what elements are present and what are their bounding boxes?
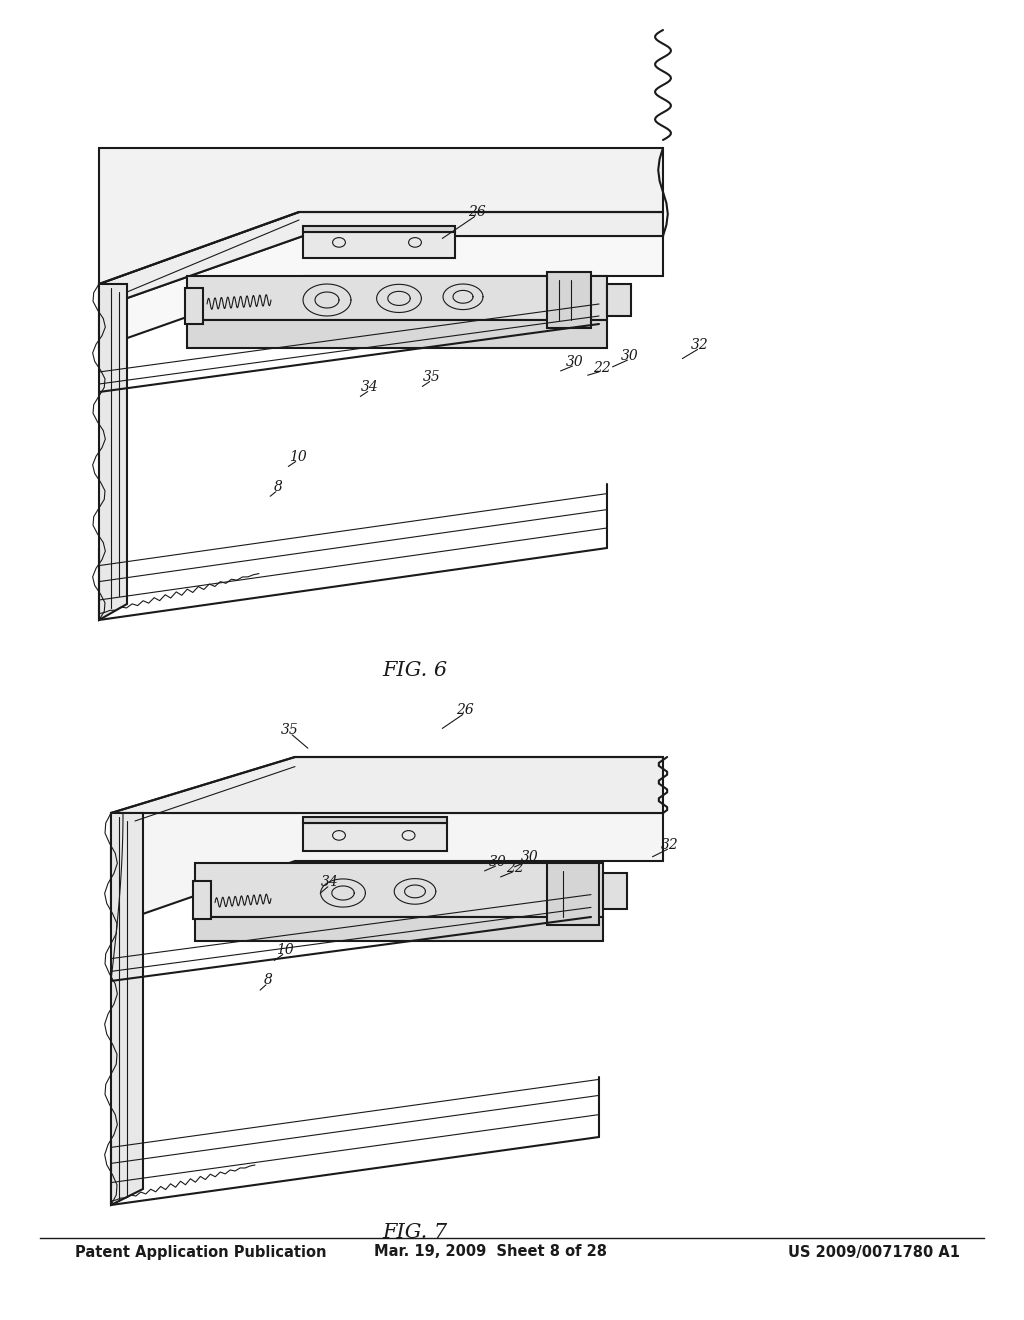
Polygon shape (303, 817, 447, 822)
Polygon shape (187, 319, 607, 348)
Text: 30: 30 (521, 850, 539, 865)
Text: 32: 32 (691, 338, 709, 352)
Polygon shape (111, 813, 143, 1205)
Text: 30: 30 (489, 855, 507, 869)
Text: FIG. 6: FIG. 6 (382, 660, 447, 680)
Text: 35: 35 (423, 370, 441, 384)
Polygon shape (193, 880, 211, 919)
Text: 8: 8 (263, 973, 272, 987)
Polygon shape (195, 862, 603, 917)
Polygon shape (99, 213, 663, 308)
Text: FIG. 7: FIG. 7 (382, 1222, 447, 1242)
Polygon shape (547, 862, 599, 925)
Polygon shape (111, 756, 663, 813)
Text: 30: 30 (622, 348, 639, 363)
Polygon shape (111, 813, 663, 925)
Polygon shape (303, 232, 455, 259)
Text: US 2009/0071780 A1: US 2009/0071780 A1 (788, 1245, 961, 1259)
Text: 34: 34 (361, 380, 379, 393)
Polygon shape (99, 236, 663, 348)
Text: 22: 22 (506, 861, 524, 875)
Polygon shape (303, 822, 447, 851)
Polygon shape (99, 284, 127, 620)
Text: 10: 10 (276, 942, 294, 957)
Text: 30: 30 (566, 355, 584, 370)
Text: 22: 22 (593, 360, 611, 375)
Text: 34: 34 (322, 875, 339, 888)
Polygon shape (303, 227, 455, 232)
Polygon shape (603, 873, 627, 909)
Text: 8: 8 (273, 480, 283, 494)
Polygon shape (195, 917, 603, 941)
Polygon shape (184, 288, 203, 323)
Polygon shape (187, 276, 607, 319)
Polygon shape (547, 272, 591, 327)
Text: 32: 32 (662, 838, 679, 851)
Text: 26: 26 (456, 704, 474, 717)
Text: 26: 26 (468, 205, 485, 219)
Polygon shape (607, 284, 631, 315)
Text: Mar. 19, 2009  Sheet 8 of 28: Mar. 19, 2009 Sheet 8 of 28 (374, 1245, 606, 1259)
Text: 10: 10 (289, 450, 307, 465)
Text: 35: 35 (282, 723, 299, 737)
Polygon shape (99, 148, 663, 284)
Text: Patent Application Publication: Patent Application Publication (75, 1245, 327, 1259)
